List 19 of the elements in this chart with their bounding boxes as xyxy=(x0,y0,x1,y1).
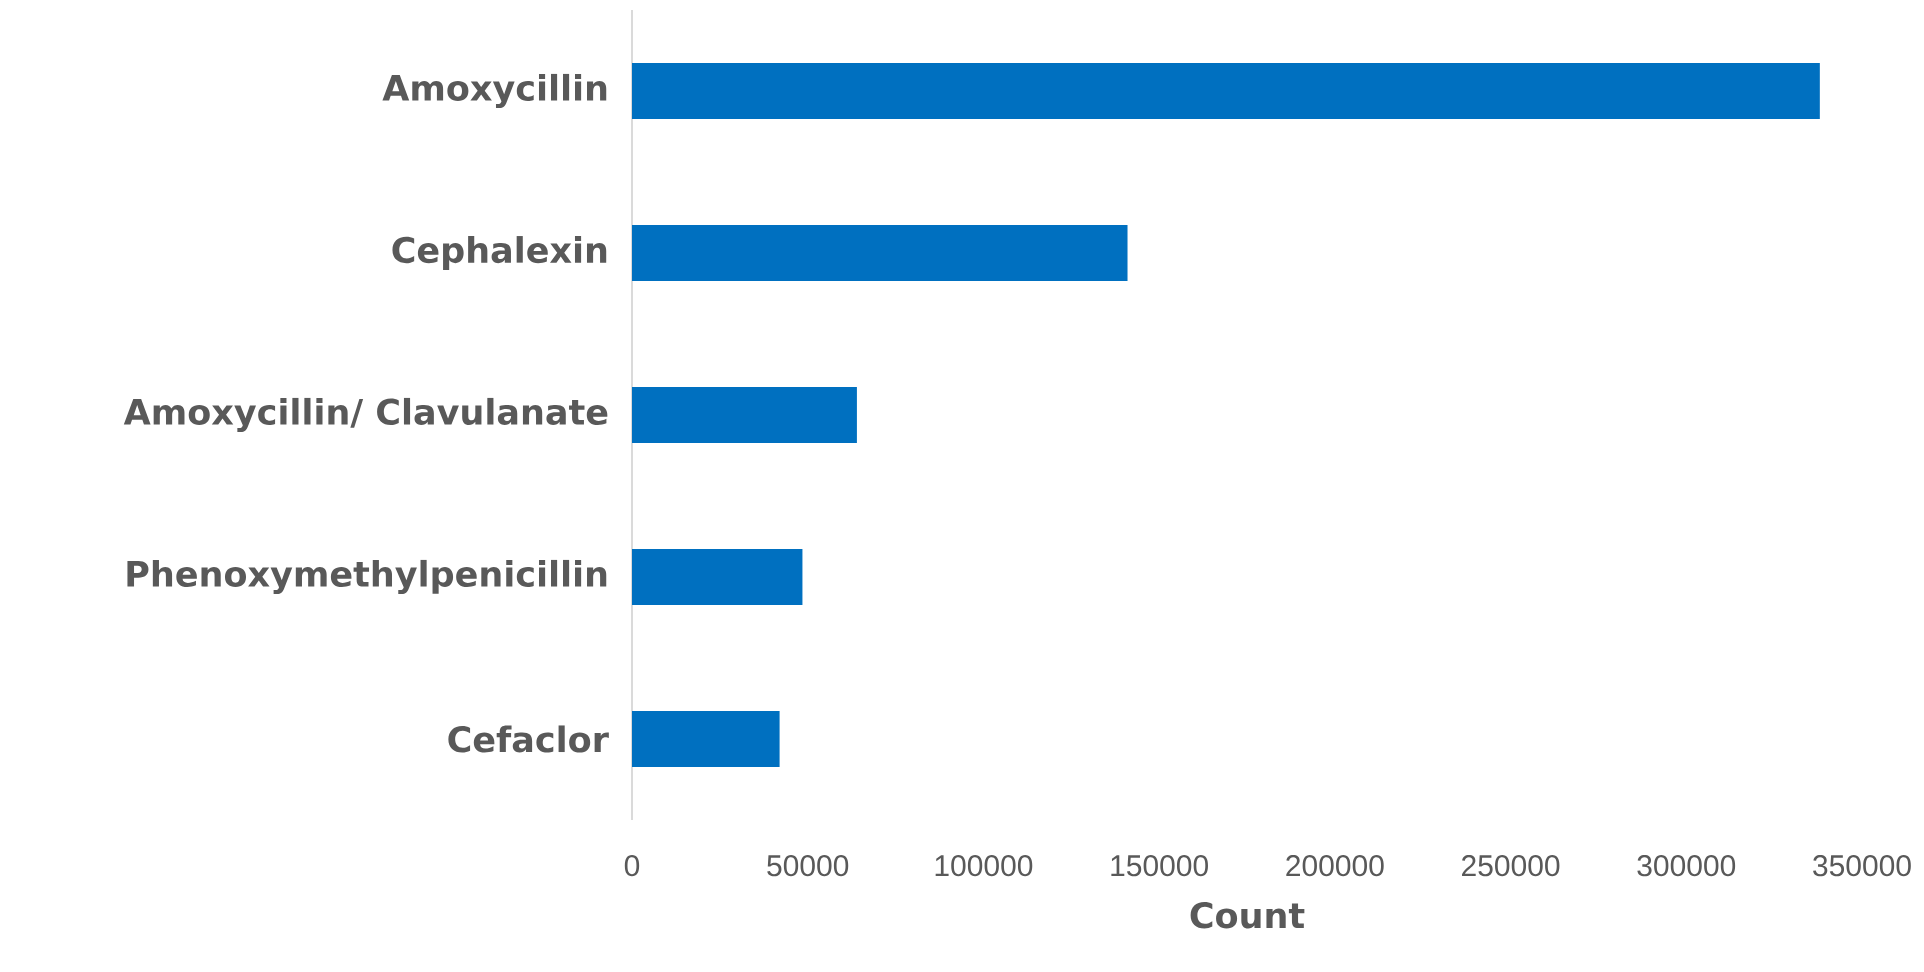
x-tick-label: 200000 xyxy=(1286,855,1384,877)
bar xyxy=(632,387,857,443)
y-tick-label: Cefaclor xyxy=(448,725,609,753)
x-tick-label: 150000 xyxy=(1111,855,1208,877)
y-tick-label: Phenoxymethylpenicillin xyxy=(127,559,607,595)
bar xyxy=(632,549,803,605)
y-tick-label: Amoxycillin/ Clavulanate xyxy=(123,397,608,433)
x-tick-label: 0 xyxy=(624,855,640,877)
x-tick-label: 250000 xyxy=(1462,855,1560,877)
bar xyxy=(632,62,1820,119)
bar xyxy=(632,710,780,767)
y-tick-label: Cephalexin xyxy=(392,236,607,270)
x-tick-label: 50000 xyxy=(767,855,849,877)
bar xyxy=(632,225,1128,281)
x-tick-label: 300000 xyxy=(1637,855,1736,877)
x-tick-label: 100000 xyxy=(935,855,1033,877)
y-tick-label: Amoxycillin xyxy=(382,73,607,109)
x-axis-title: Count xyxy=(1190,902,1305,929)
x-tick-label: 350000 xyxy=(1813,855,1911,877)
